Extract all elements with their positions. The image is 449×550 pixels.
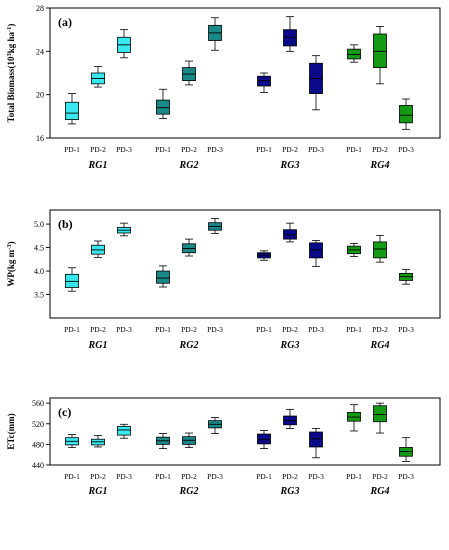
y-tick-label: 480	[32, 440, 44, 449]
x-category-label: PD-3	[116, 325, 132, 334]
group-label: RG3	[280, 486, 300, 497]
panel-label: (b)	[58, 217, 73, 231]
plot-frame	[49, 209, 441, 319]
x-category-label: PD-2	[90, 325, 106, 334]
x-category-label: PD-2	[372, 145, 388, 154]
box-rg1-pd-3	[117, 425, 131, 436]
y-axis-title: WP(kg m-3)	[6, 241, 17, 286]
y-tick-label: 3.5	[34, 291, 44, 300]
y-tick-label: 16	[36, 134, 44, 143]
x-category-label: PD-2	[372, 325, 388, 334]
box-rg1-pd-1	[65, 273, 79, 288]
box-rg2-pd-1	[156, 99, 170, 115]
y-axis-title: Total Biomass(103kg ha-1)	[6, 24, 17, 123]
box-rg4-pd-3	[399, 105, 413, 124]
x-category-label: PD-1	[346, 325, 362, 334]
x-category-label: PD-1	[155, 472, 171, 481]
x-category-label: PD-2	[181, 325, 197, 334]
group-label: RG3	[280, 160, 300, 171]
y-tick-label: 5.0	[34, 220, 44, 229]
x-category-label: PD-1	[155, 325, 171, 334]
x-category-label: PD-3	[308, 472, 324, 481]
x-category-label: PD-2	[282, 472, 298, 481]
x-category-label: PD-3	[207, 472, 223, 481]
group-label: RG1	[88, 340, 108, 351]
box-rg4-pd-2	[373, 405, 387, 423]
y-tick-label: 24	[36, 47, 44, 56]
x-category-label: PD-3	[116, 472, 132, 481]
x-category-label: PD-2	[181, 145, 197, 154]
y-tick-label: 440	[32, 461, 44, 470]
box-rg4-pd-1	[347, 48, 361, 60]
box-rg4-pd-2	[373, 241, 387, 259]
group-label: RG2	[179, 340, 199, 351]
box-rg3-pd-2	[283, 29, 297, 47]
x-category-label: PD-3	[398, 145, 414, 154]
y-axis-title-part: )	[6, 241, 16, 244]
x-category-label: PD-1	[346, 472, 362, 481]
y-axis-title-part: -1	[6, 27, 13, 32]
y-axis-title-part: 3	[6, 53, 13, 57]
x-category-label: PD-2	[282, 145, 298, 154]
box-rg3-pd-1	[257, 75, 271, 87]
y-tick-label: 520	[32, 420, 44, 429]
x-category-label: PD-1	[155, 145, 171, 154]
x-category-label: PD-1	[346, 145, 362, 154]
panel-label: (a)	[58, 15, 72, 29]
x-category-label: PD-1	[256, 145, 272, 154]
x-category-label: PD-3	[398, 325, 414, 334]
panel-label: (c)	[58, 405, 71, 419]
y-axis-title: ETc(mm)	[6, 413, 16, 449]
x-category-label: PD-1	[64, 472, 80, 481]
box-rg2-pd-1	[156, 270, 170, 284]
x-category-label: PD-3	[207, 145, 223, 154]
x-category-label: PD-3	[116, 145, 132, 154]
group-label: RG1	[88, 486, 108, 497]
y-tick-label: 28	[36, 4, 44, 13]
y-axis-title-part: WP(kg m	[6, 249, 16, 286]
plot-frame	[49, 7, 441, 139]
y-axis-title-part: ETc(mm)	[6, 413, 16, 449]
x-category-label: PD-3	[308, 145, 324, 154]
y-tick-label: 4.5	[34, 244, 44, 253]
group-label: RG3	[280, 340, 300, 351]
x-category-label: PD-2	[372, 472, 388, 481]
y-axis-title-part: -3	[6, 244, 13, 250]
plot-frame	[49, 397, 441, 466]
x-category-label: PD-1	[256, 325, 272, 334]
x-category-label: PD-2	[181, 472, 197, 481]
x-category-label: PD-1	[64, 145, 80, 154]
x-category-label: PD-2	[90, 472, 106, 481]
box-rg1-pd-1	[65, 101, 79, 120]
x-category-label: PD-3	[398, 472, 414, 481]
group-label: RG4	[370, 486, 390, 497]
y-axis-title-part: Total Biomass(10	[6, 56, 16, 122]
x-category-label: PD-1	[256, 472, 272, 481]
group-label: RG4	[370, 160, 390, 171]
group-label: RG4	[370, 340, 390, 351]
x-category-label: PD-3	[207, 325, 223, 334]
box-rg4-pd-2	[373, 33, 387, 68]
group-label: RG1	[88, 160, 108, 171]
box-rg3-pd-3	[309, 242, 323, 259]
x-category-label: PD-3	[308, 325, 324, 334]
box-rg3-pd-3	[309, 431, 323, 448]
box-rg3-pd-2	[283, 229, 297, 240]
x-category-label: PD-1	[64, 325, 80, 334]
y-axis-title-part: kg ha	[6, 31, 16, 53]
x-category-label: PD-2	[90, 145, 106, 154]
y-axis-title-part: )	[6, 24, 16, 27]
x-category-label: PD-2	[282, 325, 298, 334]
y-tick-label: 4.0	[34, 267, 44, 276]
y-tick-label: 560	[32, 399, 44, 408]
box-rg3-pd-1	[257, 433, 271, 445]
group-label: RG2	[179, 160, 199, 171]
y-tick-label: 20	[36, 91, 44, 100]
group-label: RG2	[179, 486, 199, 497]
